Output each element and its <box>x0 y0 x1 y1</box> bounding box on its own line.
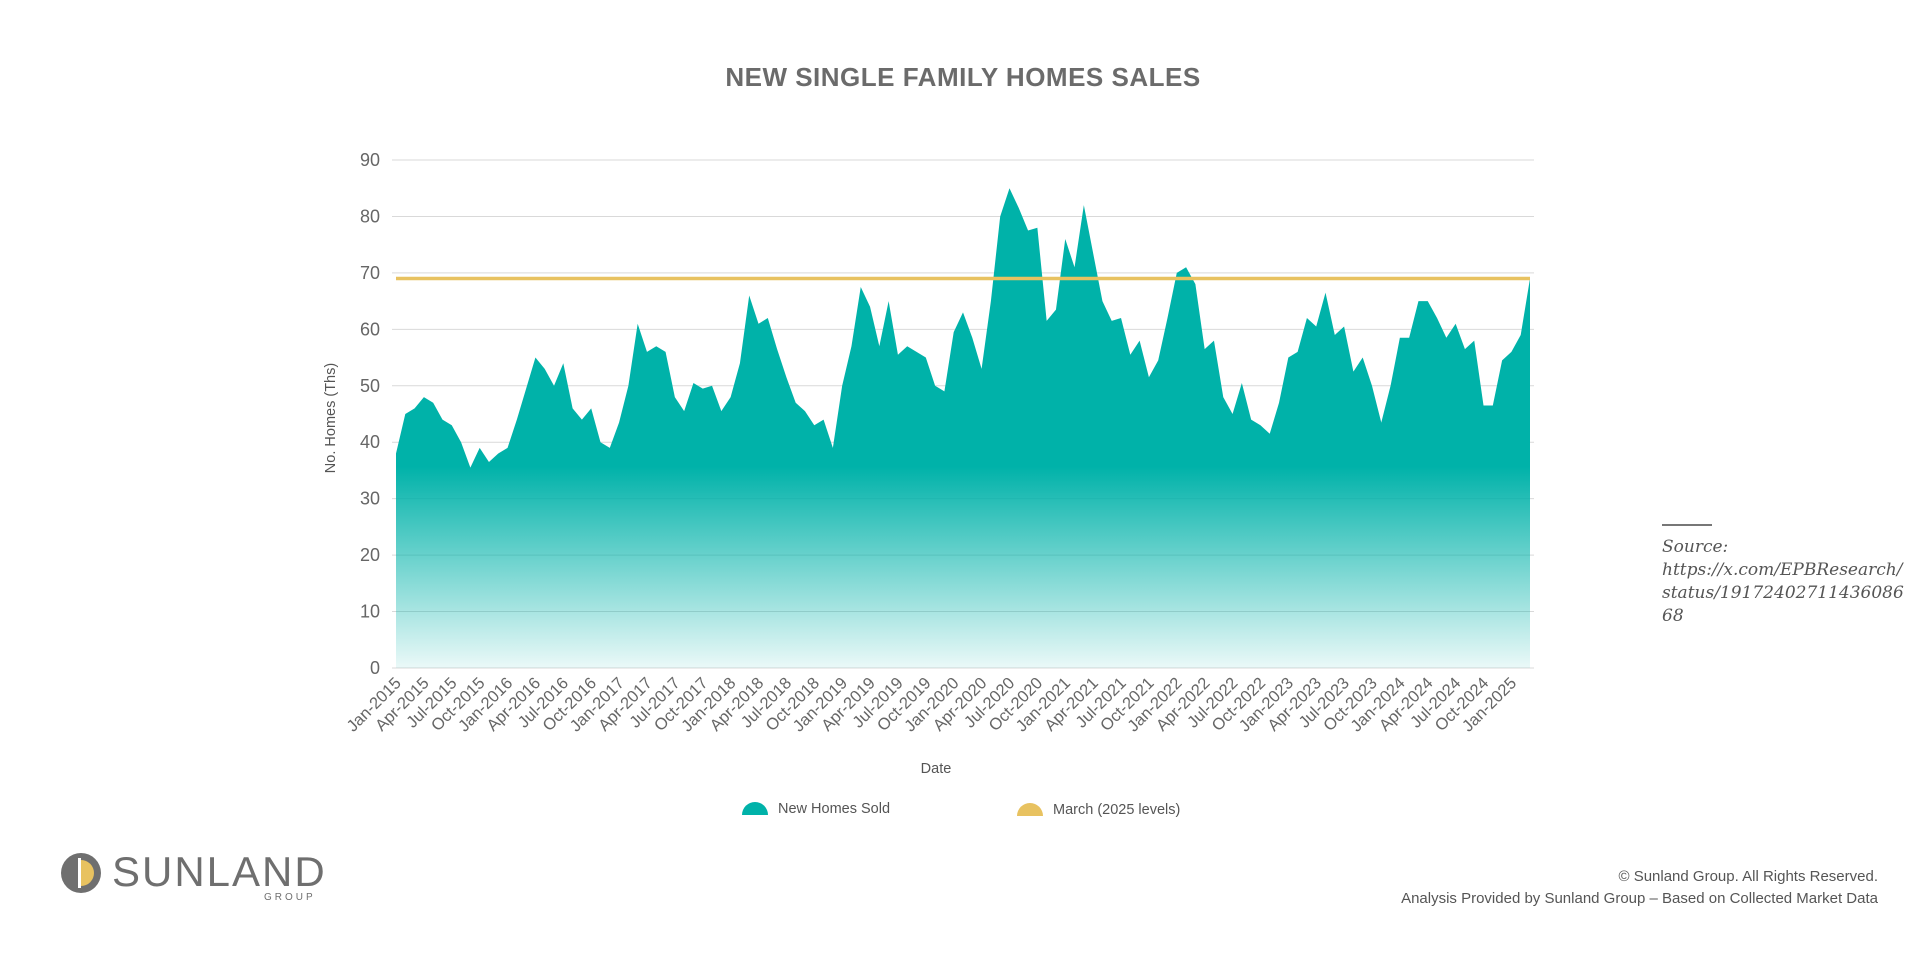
footer: © Sunland Group. All Rights Reserved. An… <box>1401 866 1878 910</box>
legend-label-new-homes: New Homes Sold <box>778 801 890 817</box>
x-axis-ticks: Jan-2015Apr-2015Jul-2015Oct-2015Jan-2016… <box>343 674 1520 735</box>
legend-swatch-new-homes <box>742 802 768 815</box>
source-rule <box>1662 524 1712 526</box>
y-axis-label: No. Homes (Ths) <box>323 363 339 473</box>
chart-title: NEW SINGLE FAMILY HOMES SALES <box>725 62 1200 92</box>
analysis-text: Analysis Provided by Sunland Group – Bas… <box>1401 890 1878 907</box>
y-tick-label: 0 <box>370 658 380 678</box>
y-axis-ticks: 0 10 20 30 40 50 60 70 80 90 <box>360 150 380 678</box>
x-axis-label: Date <box>921 761 952 777</box>
source-url[interactable]: https://x.com/EPBResearch/status/1917240… <box>1662 560 1904 626</box>
source-label: Source: <box>1662 537 1729 557</box>
legend: New Homes Sold March (2025 levels) <box>742 801 1180 818</box>
source-note: Source: https://x.com/EPBResearch/status… <box>1662 524 1907 628</box>
y-tick-label: 80 <box>360 206 380 226</box>
y-tick-label: 20 <box>360 545 380 565</box>
area-layer <box>396 188 1530 668</box>
copyright-text: © Sunland Group. All Rights Reserved. <box>1618 868 1878 885</box>
legend-swatch-march-level <box>1017 803 1043 816</box>
y-tick-label: 60 <box>360 319 380 339</box>
logo-wordmark: SUNLAND <box>112 848 327 895</box>
y-tick-label: 50 <box>360 376 380 396</box>
legend-label-march-level: March (2025 levels) <box>1053 802 1180 818</box>
y-tick-label: 40 <box>360 432 380 452</box>
y-tick-label: 30 <box>360 489 380 509</box>
sun-logo-icon <box>61 853 101 893</box>
y-tick-label: 10 <box>360 602 380 622</box>
y-tick-label: 70 <box>360 263 380 283</box>
sunland-logo: SUNLAND GROUP <box>60 848 330 908</box>
series-new-homes-sold-area <box>396 188 1530 668</box>
y-tick-label: 90 <box>360 150 380 170</box>
logo-subtitle: GROUP <box>264 892 316 903</box>
